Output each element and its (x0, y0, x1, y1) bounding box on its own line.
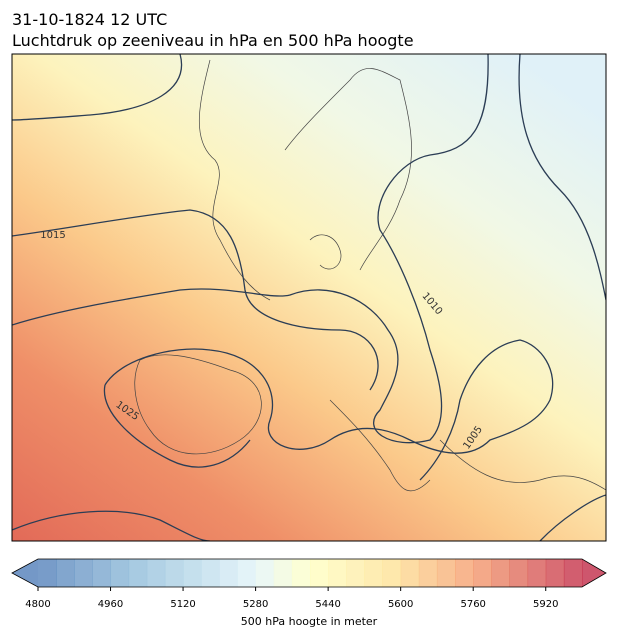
colorbar-band (128, 559, 148, 587)
colorbar-band (509, 559, 529, 587)
map (12, 54, 606, 541)
colorbar-band (164, 559, 184, 587)
colorbar-tick-label: 5760 (460, 599, 485, 610)
colorbar-band (219, 559, 238, 587)
colorbar-band (291, 559, 311, 587)
contour-label: 1015 (40, 230, 65, 241)
colorbar-band (545, 559, 565, 587)
colorbar: 4800 4960 5120 5280 5440 5600 5760 5920 (11, 558, 607, 610)
colorbar-band (400, 559, 420, 587)
colorbar-band (74, 559, 93, 587)
colorbar-band (146, 559, 166, 587)
colorbar-extend (582, 559, 606, 587)
colorbar-band (255, 559, 275, 587)
isobar (539, 494, 606, 541)
isobar (12, 54, 183, 121)
colorbar-band (38, 559, 57, 587)
colorbar-band (382, 559, 402, 587)
colorbar-band (436, 559, 456, 587)
title-line: 31-10-1824 12 UTC (12, 10, 167, 29)
colorbar-band (455, 559, 474, 587)
isobar (12, 209, 379, 391)
colorbar-tick-label: 5920 (533, 599, 558, 610)
colorbar-tick-label: 5120 (170, 599, 195, 610)
colorbar-band (346, 559, 365, 587)
colorbar-band (310, 559, 329, 587)
colorbar-band (364, 559, 384, 587)
isobar (518, 54, 606, 301)
colorbar-band (473, 559, 492, 587)
colorbar-label: 500 hPa hoogte in meter (241, 615, 378, 628)
isobar (104, 339, 554, 481)
colorbar-band (328, 559, 347, 587)
isobar (103, 384, 251, 468)
colorbar-band (527, 559, 547, 587)
colorbar-band (273, 559, 293, 587)
isobar (12, 54, 489, 444)
map-frame (11, 53, 607, 542)
title-line: Luchtdruk op zeeniveau in hPa en 500 hPa… (12, 31, 414, 50)
map-background (12, 54, 606, 541)
colorbar-band (183, 559, 202, 587)
colorbar-tick-label: 5440 (315, 599, 340, 610)
colorbar-band (237, 559, 257, 587)
coastline (134, 59, 606, 492)
colorbar-band (56, 559, 75, 587)
colorbar-band (418, 559, 438, 587)
colorbar-tick-label: 5600 (388, 599, 413, 610)
colorbar-tick-label: 4800 (25, 599, 50, 610)
colorbar-tick-label: 5280 (243, 599, 268, 610)
isobar (12, 510, 211, 541)
colorbar-band (110, 559, 130, 587)
colorbar-band (563, 559, 583, 587)
colorbar-band (92, 559, 112, 587)
colorbar-tick-label: 4960 (98, 599, 123, 610)
colorbar-band (201, 559, 220, 587)
colorbar-band (491, 559, 510, 587)
colorbar-extend (12, 559, 38, 587)
